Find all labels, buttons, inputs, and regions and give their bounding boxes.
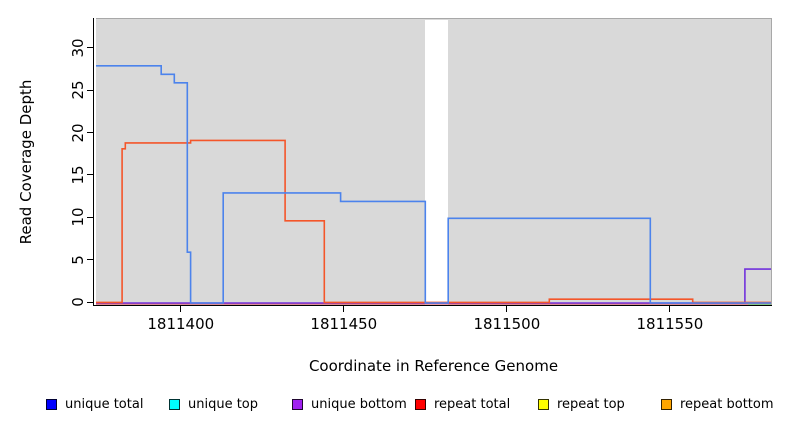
y-tick-label: 25: [69, 80, 87, 100]
plot-area: [96, 64, 771, 306]
masked-no-data-band: [425, 20, 449, 306]
x-tick-label: 1811450: [310, 315, 378, 333]
legend-swatch-icon: [661, 399, 672, 410]
y-tick-label: 15: [69, 165, 87, 185]
y-tick-mark: [87, 216, 93, 218]
legend-swatch-icon: [169, 399, 180, 410]
legend-label: repeat top: [557, 397, 625, 412]
x-axis-title: Coordinate in Reference Genome: [308, 357, 559, 375]
legend-label: repeat bottom: [680, 397, 774, 412]
y-tick-label: 20: [69, 123, 87, 143]
x-tick-mark: [669, 306, 671, 312]
legend-swatch-icon: [292, 399, 303, 410]
legend-label: unique top: [188, 397, 259, 412]
y-tick-label: 10: [69, 207, 87, 227]
x-tick-label: 1811550: [636, 315, 704, 333]
x-tick-mark: [343, 306, 345, 312]
series-line-repeat-bottom: [96, 139, 771, 304]
y-tick-label: 5: [69, 254, 87, 265]
y-tick-label: 0: [69, 297, 87, 307]
legend-label: repeat total: [434, 397, 511, 412]
legend-swatch-icon: [415, 399, 426, 410]
y-tick-mark: [87, 47, 93, 49]
legend: unique total unique top unique bottom repea…: [46, 397, 784, 412]
y-axis-line: [93, 18, 94, 306]
legend-item-repeat-total: repeat total: [415, 397, 538, 412]
x-axis-line: [93, 305, 772, 306]
plot-panel: [96, 18, 772, 306]
y-axis-title: Read Coverage Depth: [17, 79, 35, 245]
x-tick-label: 1811500: [473, 315, 541, 333]
legend-swatch-icon: [538, 399, 549, 410]
series-line-unique-bottom: [96, 268, 771, 304]
legend-swatch-icon: [46, 399, 57, 410]
y-tick-mark: [87, 174, 93, 176]
legend-label: unique total: [65, 397, 144, 412]
y-tick-mark: [87, 132, 93, 134]
legend-item-unique-total: unique total: [46, 397, 169, 412]
x-tick-mark: [180, 306, 182, 312]
series-line-unique-total: [96, 64, 771, 304]
legend-label: unique bottom: [311, 397, 407, 412]
x-tick-mark: [506, 306, 508, 312]
legend-item-unique-bottom: unique bottom: [292, 397, 415, 412]
legend-item-repeat-top: repeat top: [538, 397, 661, 412]
y-tick-mark: [87, 259, 93, 261]
y-tick-mark: [87, 89, 93, 91]
y-tick-label: 30: [69, 38, 87, 58]
legend-item-unique-top: unique top: [169, 397, 292, 412]
x-tick-label: 1811400: [147, 315, 215, 333]
legend-item-repeat-bottom: repeat bottom: [661, 397, 784, 412]
y-tick-mark: [87, 301, 93, 303]
